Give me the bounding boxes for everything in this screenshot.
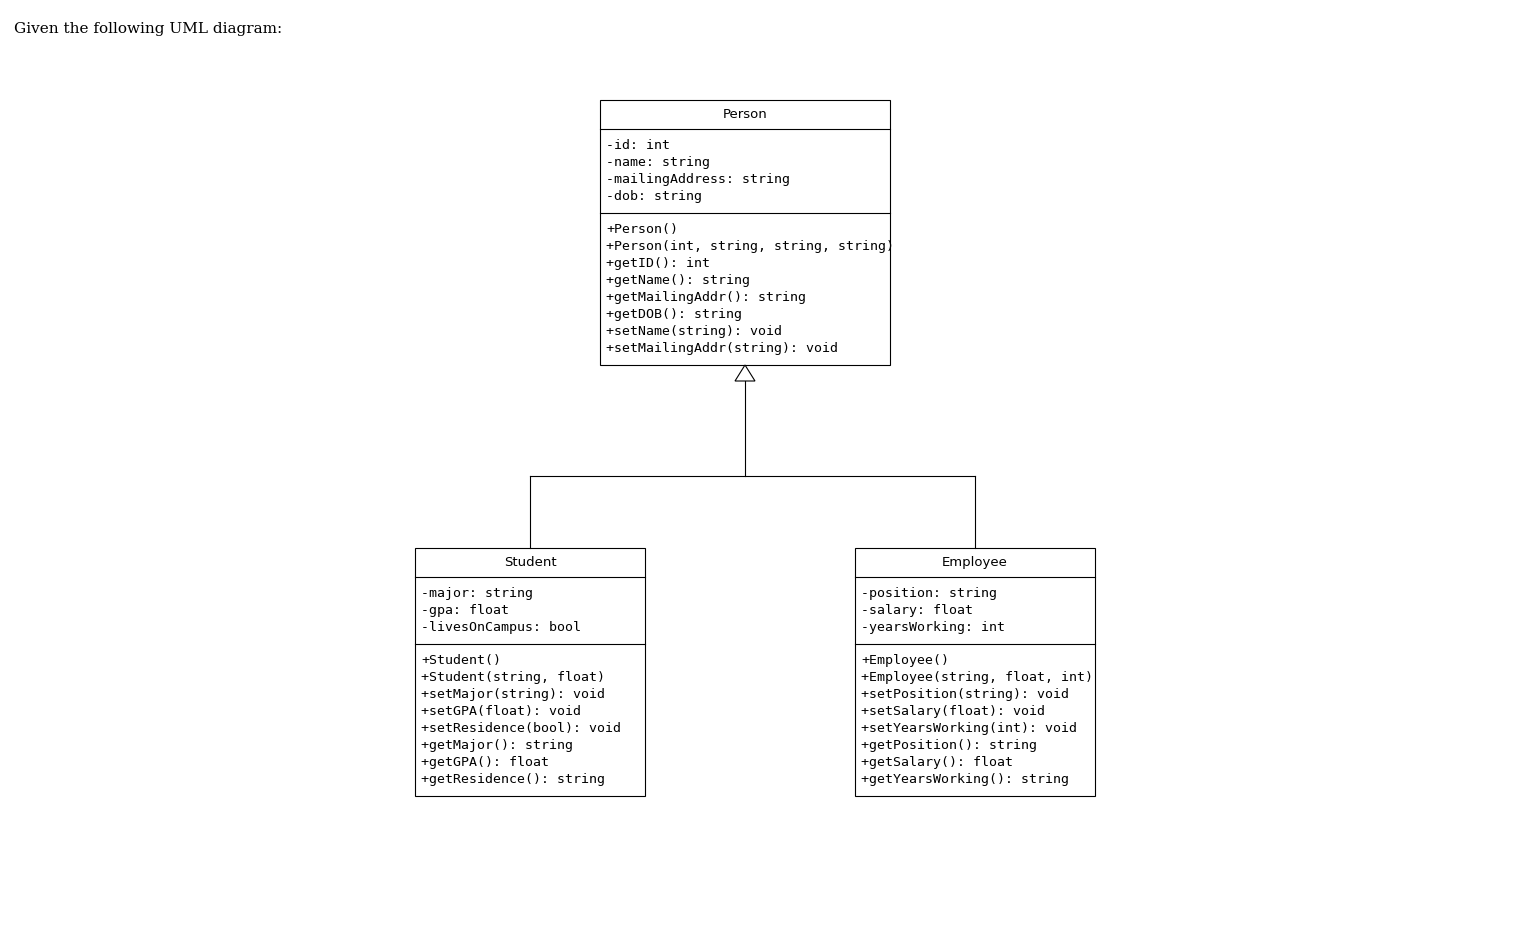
- Text: -id: int: -id: int: [606, 139, 670, 152]
- Text: +getID(): int: +getID(): int: [606, 257, 710, 270]
- Text: Student: Student: [503, 556, 556, 569]
- Bar: [415, 548, 644, 796]
- Text: +Person(int, string, string, string): +Person(int, string, string, string): [606, 240, 894, 253]
- Bar: [600, 100, 891, 365]
- Text: +setSalary(float): void: +setSalary(float): void: [860, 705, 1046, 718]
- Text: Given the following UML diagram:: Given the following UML diagram:: [14, 22, 283, 36]
- Text: Employee: Employee: [942, 556, 1008, 569]
- Text: +getResidence(): string: +getResidence(): string: [421, 773, 605, 786]
- Text: -dob: string: -dob: string: [606, 190, 702, 203]
- Text: -major: string: -major: string: [421, 587, 534, 600]
- Text: Person: Person: [722, 108, 768, 121]
- Bar: [854, 548, 1094, 796]
- Text: +getGPA(): float: +getGPA(): float: [421, 756, 549, 769]
- Text: +getName(): string: +getName(): string: [606, 274, 749, 287]
- Text: +setMajor(string): void: +setMajor(string): void: [421, 688, 605, 701]
- Text: -name: string: -name: string: [606, 156, 710, 169]
- Text: +getMajor(): string: +getMajor(): string: [421, 739, 573, 752]
- Text: +getPosition(): string: +getPosition(): string: [860, 739, 1037, 752]
- Text: -gpa: float: -gpa: float: [421, 604, 509, 617]
- Text: +getSalary(): float: +getSalary(): float: [860, 756, 1012, 769]
- Text: +setName(string): void: +setName(string): void: [606, 325, 781, 338]
- Text: -livesOnCampus: bool: -livesOnCampus: bool: [421, 621, 581, 634]
- Text: +getYearsWorking(): string: +getYearsWorking(): string: [860, 773, 1069, 786]
- Text: +setPosition(string): void: +setPosition(string): void: [860, 688, 1069, 701]
- Text: +Employee(): +Employee(): [860, 654, 948, 667]
- Text: -yearsWorking: int: -yearsWorking: int: [860, 621, 1005, 634]
- Text: +setMailingAddr(string): void: +setMailingAddr(string): void: [606, 342, 838, 355]
- Text: +setResidence(bool): void: +setResidence(bool): void: [421, 722, 622, 735]
- Text: +Student(string, float): +Student(string, float): [421, 671, 605, 684]
- Polygon shape: [736, 365, 755, 381]
- Text: +getMailingAddr(): string: +getMailingAddr(): string: [606, 291, 806, 304]
- Text: +getDOB(): string: +getDOB(): string: [606, 308, 742, 321]
- Text: -salary: float: -salary: float: [860, 604, 973, 617]
- Text: -position: string: -position: string: [860, 587, 997, 600]
- Text: +Person(): +Person(): [606, 223, 678, 236]
- Text: +Employee(string, float, int): +Employee(string, float, int): [860, 671, 1093, 684]
- Text: -mailingAddress: string: -mailingAddress: string: [606, 173, 790, 186]
- Text: +Student(): +Student(): [421, 654, 502, 667]
- Text: +setGPA(float): void: +setGPA(float): void: [421, 705, 581, 718]
- Text: +setYearsWorking(int): void: +setYearsWorking(int): void: [860, 722, 1078, 735]
